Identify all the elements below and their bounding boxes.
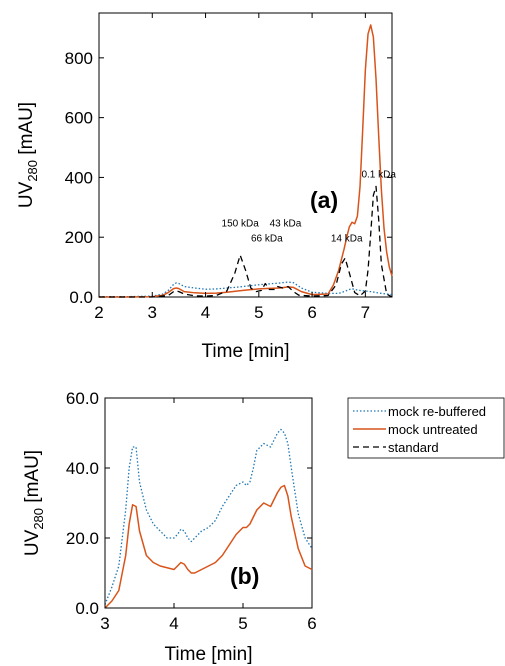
x-tick-label-a-5: 7 <box>361 303 370 322</box>
x-tick-label-a-2: 4 <box>201 303 210 322</box>
y-axis-title-b-prefix: UV <box>22 529 43 556</box>
x-tick-label-a-0: 2 <box>94 303 103 322</box>
x-tick-label-b-1: 4 <box>169 614 178 633</box>
y-axis-title-a: UV280 [mAU] <box>16 102 40 208</box>
y-tick-label-b-0: 0.0 <box>75 599 99 618</box>
y-axis-title-b-suffix: [mAU] <box>22 450 43 508</box>
series-group-a <box>99 24 393 298</box>
annotation-3: 14 kDa <box>331 234 363 245</box>
annotation-0: 150 kDa <box>222 219 260 230</box>
y-tick-label-b-1: 20.0 <box>66 529 99 548</box>
series-group-b <box>104 428 313 609</box>
legend-box <box>347 397 505 459</box>
legend-label-2: standard <box>388 440 439 455</box>
y-tick-label-a-3: 600 <box>65 109 93 128</box>
y-axis-title-b: UV280 [mAU] <box>22 450 46 556</box>
y-tick-label-a-0: 0.0 <box>69 288 93 307</box>
x-tick-label-b-3: 6 <box>307 614 316 633</box>
legend-label-1: mock untreated <box>388 422 478 437</box>
panel-label-a: (a) <box>310 187 338 213</box>
y-axis-title-a-suffix: [mAU] <box>16 102 37 160</box>
panel-label-b: (b) <box>230 563 259 589</box>
plot-frame-a <box>98 12 393 298</box>
annotations-group-a: 150 kDa 43 kDa 66 kDa 14 kDa 0.1 kDa <box>222 169 397 244</box>
plot-frame-b <box>104 397 313 609</box>
x-tick-label-b-0: 3 <box>100 614 109 633</box>
ticks-group-a: 2 3 4 5 6 7 0.0 200 400 600 800 <box>65 13 392 322</box>
annotation-4: 0.1 kDa <box>361 169 396 180</box>
x-tick-label-a-1: 3 <box>148 303 157 322</box>
y-tick-label-a-2: 400 <box>65 168 93 187</box>
y-tick-label-b-3: 60.0 <box>66 389 99 408</box>
y-tick-label-b-2: 40.0 <box>66 459 99 478</box>
y-axis-title-a-prefix: UV <box>16 181 37 208</box>
series-line-a-2 <box>99 185 393 298</box>
series-line-a-0 <box>99 281 393 298</box>
x-tick-label-a-3: 5 <box>254 303 263 322</box>
annotation-2: 66 kDa <box>251 234 283 245</box>
y-tick-label-a-1: 200 <box>65 228 93 247</box>
annotation-1: 43 kDa <box>270 219 302 230</box>
x-tick-label-a-4: 6 <box>307 303 316 322</box>
y-axis-title-a-sub: 280 <box>25 160 40 182</box>
y-tick-label-a-4: 800 <box>65 49 93 68</box>
y-axis-title-b-sub: 280 <box>31 508 46 530</box>
series-line-a-1 <box>99 24 393 298</box>
chart-a: 2 3 4 5 6 7 0.0 200 400 600 800 150 kDa 43 kDa 66 kD… <box>16 12 397 362</box>
legend-label-0: mock re-buffered <box>388 404 486 419</box>
x-axis-title-a: Time [min] <box>202 341 290 362</box>
chart-b: 3 4 5 60.020.040.060.0 (b) Time [min] UV280… <box>22 389 317 665</box>
x-axis-title-b: Time [min] <box>165 644 253 665</box>
legend-entries: mock re-buffered mock untreated standard <box>353 404 486 455</box>
series-line-b-1 <box>104 484 313 609</box>
legend: mock re-buffered mock untreated standard <box>347 397 505 459</box>
x-tick-label-b-2: 5 <box>238 614 247 633</box>
ticks-group-b: 3 4 5 60.020.040.060.0 <box>66 389 317 633</box>
series-line-b-0 <box>104 428 313 605</box>
